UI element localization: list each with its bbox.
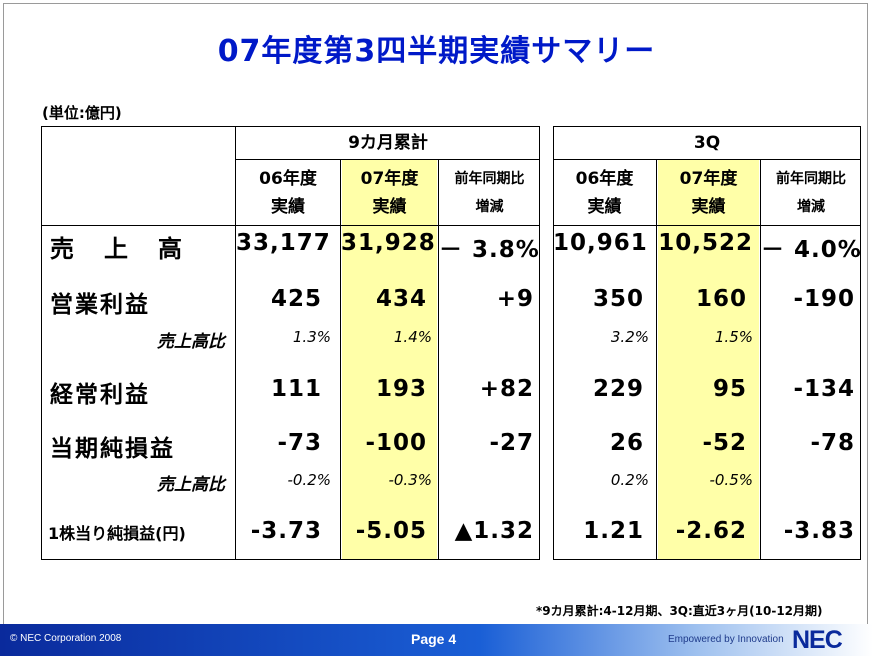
cell-percent: -0.3% [388, 471, 432, 489]
cell-value: 10,522 [658, 230, 753, 256]
cell-value: -3.83 [783, 518, 855, 544]
col-header-yoy-l2: 増減 [475, 199, 504, 215]
cell-value: 425 [270, 286, 322, 312]
row-label-eps: 1株当り純損益(円) [48, 524, 186, 543]
cell-value: 31,928 [341, 230, 436, 256]
footer-bar: © NEC Corporation 2008 Page 4 Empowered … [0, 624, 873, 656]
cell-value: -52 [702, 430, 747, 456]
grid-line [235, 159, 540, 160]
copyright-text: © NEC Corporation 2008 [10, 633, 122, 644]
col-header-06-l1: 06年度 [259, 169, 317, 189]
cell-percent: -0.5% [709, 471, 753, 489]
grid-line [340, 159, 341, 560]
cell-value: 193 [375, 376, 427, 402]
col-header-07-l1: 07年度 [679, 169, 738, 189]
cell-value: -100 [365, 430, 427, 456]
cell-value: -73 [277, 430, 322, 456]
cell-value: － 4.0% [761, 237, 862, 263]
cell-value: 111 [270, 376, 322, 402]
row-label-operating-income: 営業利益 [50, 292, 150, 318]
grid-line [235, 126, 236, 560]
cell-value: 229 [592, 376, 644, 402]
table-panel-9-months [41, 126, 540, 560]
cell-value: +9 [496, 286, 534, 312]
cell-value: 95 [712, 376, 747, 402]
col-header-07-l1: 07年度 [360, 169, 419, 189]
row-label-net-income: 当期純損益 [50, 436, 175, 462]
footnote: *9カ月累計:4-12月期、3Q:直近3ヶ月(10-12月期) [536, 604, 823, 618]
cell-value: 33,177 [236, 230, 331, 256]
row-label-sales-ratio: 売上高比 [157, 475, 225, 495]
cell-value: +82 [479, 376, 534, 402]
nec-logo: NEC [792, 626, 843, 654]
cell-value: -5.05 [355, 518, 427, 544]
cell-percent: 1.5% [714, 328, 753, 346]
tagline: Empowered by Innovation [668, 634, 784, 645]
group-header-3q: 3Q [693, 133, 721, 153]
cell-value: 434 [375, 286, 427, 312]
page-number: Page 4 [411, 631, 457, 647]
col-header-yoy-l1: 前年同期比 [776, 171, 846, 187]
col-header-yoy-l2: 増減 [797, 199, 825, 215]
grid-line [438, 159, 439, 560]
cell-value: 26 [609, 430, 644, 456]
grid-line [553, 159, 861, 160]
cell-value: ▲1.32 [454, 518, 534, 544]
group-header-9-months: 9カ月累計 [348, 133, 428, 153]
cell-value: -2.62 [675, 518, 747, 544]
table-panel-3q [553, 126, 861, 560]
grid-line [760, 159, 761, 560]
page-title: 07年度第3四半期実績サマリー [217, 34, 656, 69]
cell-percent: 1.4% [393, 328, 432, 346]
col-header-06-l2: 実績 [271, 197, 305, 217]
col-header-yoy-l1: 前年同期比 [454, 171, 525, 187]
col-header-06-l1: 06年度 [575, 169, 634, 189]
unit-label: (単位:億円) [42, 104, 122, 122]
cell-percent: 0.2% [610, 471, 649, 489]
row-label-sales: 売 上 高 [50, 235, 185, 263]
cell-percent: 1.3% [292, 328, 331, 346]
cell-value: -78 [810, 430, 855, 456]
grid-line [553, 225, 861, 226]
cell-percent: -0.2% [287, 471, 331, 489]
cell-value: 1.21 [583, 518, 644, 544]
cell-value: -27 [489, 430, 534, 456]
col-header-06-l2: 実績 [587, 197, 622, 217]
cell-value: － 3.8% [439, 237, 540, 263]
cell-percent: 3.2% [610, 328, 649, 346]
col-header-07-l2: 実績 [691, 197, 726, 217]
grid-line [656, 159, 657, 560]
col-header-07-l2: 実績 [372, 197, 407, 217]
cell-value: -190 [793, 286, 855, 312]
cell-value: 160 [695, 286, 747, 312]
grid-line [41, 225, 540, 226]
cell-value: 350 [592, 286, 644, 312]
row-label-ordinary-income: 経常利益 [50, 382, 150, 408]
cell-value: -3.73 [250, 518, 322, 544]
cell-value: 10,961 [553, 230, 648, 256]
row-label-sales-ratio: 売上高比 [157, 332, 225, 352]
cell-value: -134 [793, 376, 855, 402]
